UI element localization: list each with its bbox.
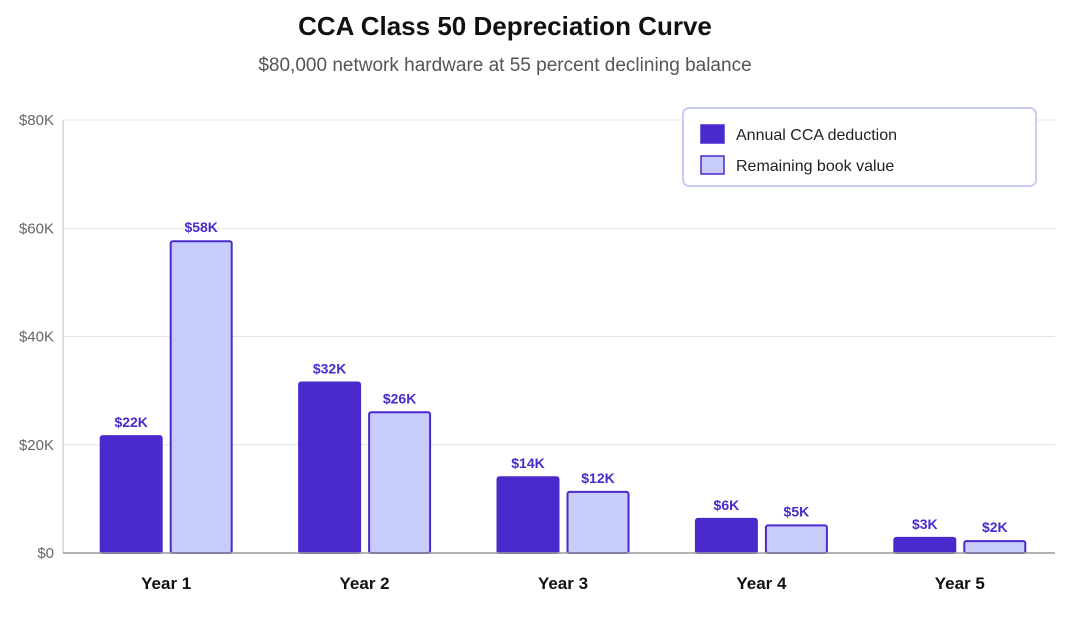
bar-cca-deduction[interactable]: [893, 536, 957, 554]
bar-data-label: $32K: [313, 361, 346, 377]
y-tick-label: $0: [37, 545, 54, 562]
y-tick-label: $80K: [19, 112, 54, 129]
bar-cca-deduction[interactable]: [99, 435, 163, 554]
legend-label: Remaining book value: [736, 158, 894, 175]
legend-swatch: [700, 155, 725, 175]
legend-box: [682, 107, 1037, 187]
bar-data-label: $5K: [784, 503, 810, 519]
axes: $0 $20K $40K $60K $80K Year 1 Year 2 Year 3 Year…: [19, 112, 1055, 593]
y-tick-label: $60K: [19, 220, 54, 237]
bar-data-label: $26K: [383, 390, 416, 406]
bar-book-value[interactable]: [368, 411, 432, 554]
bar-data-label: $12K: [581, 470, 614, 486]
bar-cca-deduction[interactable]: [694, 517, 758, 554]
legend: Annual CCA deduction Remaining book value: [682, 107, 1037, 187]
bar-data-label: $58K: [184, 219, 217, 235]
y-tick-label: $40K: [19, 329, 54, 346]
data-labels: $22K $58K $32K $26K $14K $12K $6K $5K $3K $2K: [114, 219, 1007, 535]
x-tick-label: Year 2: [340, 574, 390, 593]
legend-swatch: [700, 124, 725, 144]
chart-title: CCA Class 50 Depreciation Curve: [298, 11, 712, 41]
bar-book-value[interactable]: [764, 524, 828, 554]
bar-data-label: $22K: [114, 414, 147, 430]
x-tick-label: Year 3: [538, 574, 588, 593]
bar-data-label: $2K: [982, 519, 1008, 535]
bar-data-label: $14K: [511, 455, 544, 471]
legend-label: Annual CCA deduction: [736, 127, 897, 144]
chart-subtitle: $80,000 network hardware at 55 percent d…: [258, 55, 751, 76]
bar-cca-deduction[interactable]: [298, 381, 362, 554]
bar-cca-deduction[interactable]: [496, 476, 560, 555]
x-tick-label: Year 1: [141, 574, 191, 593]
bar-book-value[interactable]: [963, 540, 1027, 555]
bar-book-value[interactable]: [169, 240, 233, 555]
bar-data-label: $6K: [714, 497, 740, 513]
x-tick-label: Year 5: [935, 574, 985, 593]
bar-book-value[interactable]: [566, 490, 630, 554]
bars: [99, 240, 1027, 555]
bar-data-label: $3K: [912, 516, 938, 532]
y-tick-label: $20K: [19, 437, 54, 454]
x-tick-label: Year 4: [736, 574, 787, 593]
